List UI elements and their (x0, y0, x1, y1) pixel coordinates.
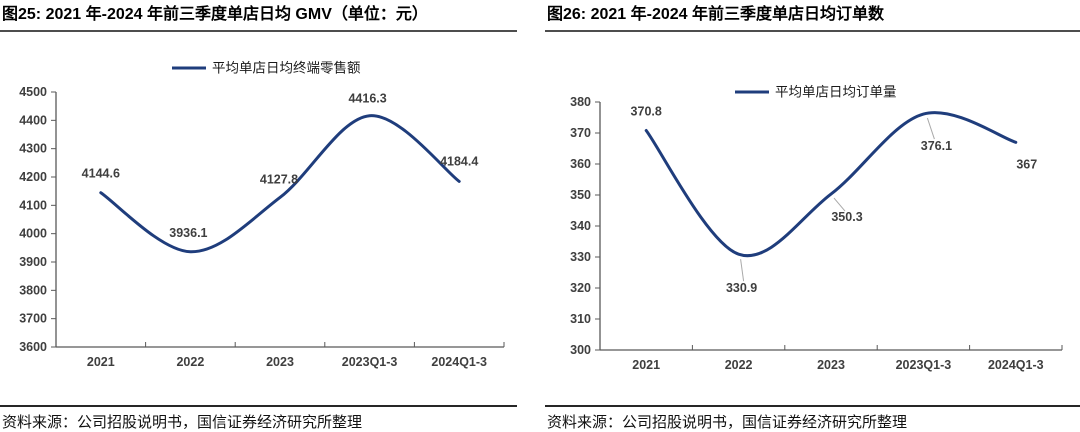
y-tick-label: 320 (570, 281, 591, 295)
orders-chart-area: 380 370 360 350 340 330 320 310 300 2021 2022 2023 2… (545, 32, 1080, 405)
legend-label: 平均单店日均终端零售额 (212, 61, 361, 76)
orders-chart-source: 资料来源：公司招股说明书，国信证券经济研究所整理 (545, 405, 1080, 432)
orders-chart-title: 图26: 2021 年-2024 年前三季度单店日均订单数 (545, 0, 1080, 32)
x-axis: 2021 2022 2023 2023Q1-3 2024Q1-3 (87, 342, 505, 369)
y-tick-label: 4400 (19, 113, 47, 127)
series-line (644, 111, 1018, 258)
gmv-chart-source: 资料来源：公司招股说明书，国信证券经济研究所整理 (0, 405, 517, 432)
data-label: 4127.8 (260, 172, 298, 186)
y-axis: 4500 4400 4300 4200 4100 4000 3900 3800 3700 3600 (19, 85, 56, 354)
x-category-label: 2022 (725, 358, 753, 372)
data-label: 330.9 (726, 281, 757, 295)
gmv-chart-canvas: 4500 4400 4300 4200 4100 4000 3900 3800 3700 3600… (19, 61, 505, 369)
x-category-label: 2021 (87, 355, 115, 369)
y-tick-label: 4500 (19, 85, 47, 99)
y-tick-label: 370 (570, 126, 591, 140)
x-category-label: 2023Q1-3 (342, 355, 398, 369)
data-labels: 370.8 330.9 350.3 376.1 367 (631, 105, 1038, 296)
y-tick-label: 340 (570, 219, 591, 233)
x-category-label: 2023 (817, 358, 845, 372)
x-category-label: 2023 (266, 355, 294, 369)
x-category-label: 2024Q1-3 (988, 358, 1044, 372)
x-category-label: 2022 (176, 355, 204, 369)
y-tick-label: 4000 (19, 227, 47, 241)
x-category-label: 2023Q1-3 (896, 358, 952, 372)
y-tick-label: 350 (570, 188, 591, 202)
data-label-leader-line (926, 117, 935, 140)
orders-chart-panel: 图26: 2021 年-2024 年前三季度单店日均订单数 380 370 360 3… (545, 0, 1080, 432)
legend: 平均单店日均终端零售额 (172, 61, 361, 76)
data-label-leader-line (740, 259, 745, 282)
data-label: 350.3 (831, 210, 862, 224)
data-label: 376.1 (921, 139, 952, 153)
y-tick-label: 3600 (19, 340, 47, 354)
y-tick-label: 360 (570, 157, 591, 171)
data-label: 367 (1016, 157, 1037, 171)
y-tick-label: 3700 (19, 312, 47, 326)
legend-label: 平均单店日均订单量 (775, 85, 897, 100)
gmv-chart-title: 图25: 2021 年-2024 年前三季度单店日均 GMV（单位：元） (0, 0, 517, 32)
x-axis: 2021 2022 2023 2023Q1-3 2024Q1-3 (632, 345, 1063, 372)
data-label: 3936.1 (169, 226, 207, 240)
legend: 平均单店日均订单量 (735, 85, 897, 100)
data-labels: 4144.6 3936.1 4127.8 4416.3 4184.4 (82, 92, 479, 240)
y-tick-label: 330 (570, 250, 591, 264)
y-tick-label: 310 (570, 312, 591, 326)
y-tick-label: 300 (570, 343, 591, 357)
series-line (99, 114, 461, 254)
data-label: 370.8 (631, 105, 662, 119)
data-label-leader-line (833, 197, 846, 212)
y-tick-label: 3900 (19, 255, 47, 269)
gmv-chart-area: 4500 4400 4300 4200 4100 4000 3900 3800 3700 3600… (0, 32, 517, 405)
gmv-chart-panel: 图25: 2021 年-2024 年前三季度单店日均 GMV（单位：元） 450… (0, 0, 517, 432)
y-tick-label: 4100 (19, 198, 47, 212)
y-tick-label: 4300 (19, 142, 47, 156)
y-tick-label: 380 (570, 95, 591, 109)
y-axis: 380 370 360 350 340 330 320 310 300 (570, 95, 600, 357)
data-label: 4416.3 (348, 92, 386, 106)
y-tick-label: 4200 (19, 170, 47, 184)
data-label: 4144.6 (82, 167, 120, 181)
x-category-label: 2021 (632, 358, 660, 372)
x-category-label: 2024Q1-3 (431, 355, 487, 369)
y-tick-label: 3800 (19, 283, 47, 297)
data-label: 4184.4 (440, 154, 478, 168)
